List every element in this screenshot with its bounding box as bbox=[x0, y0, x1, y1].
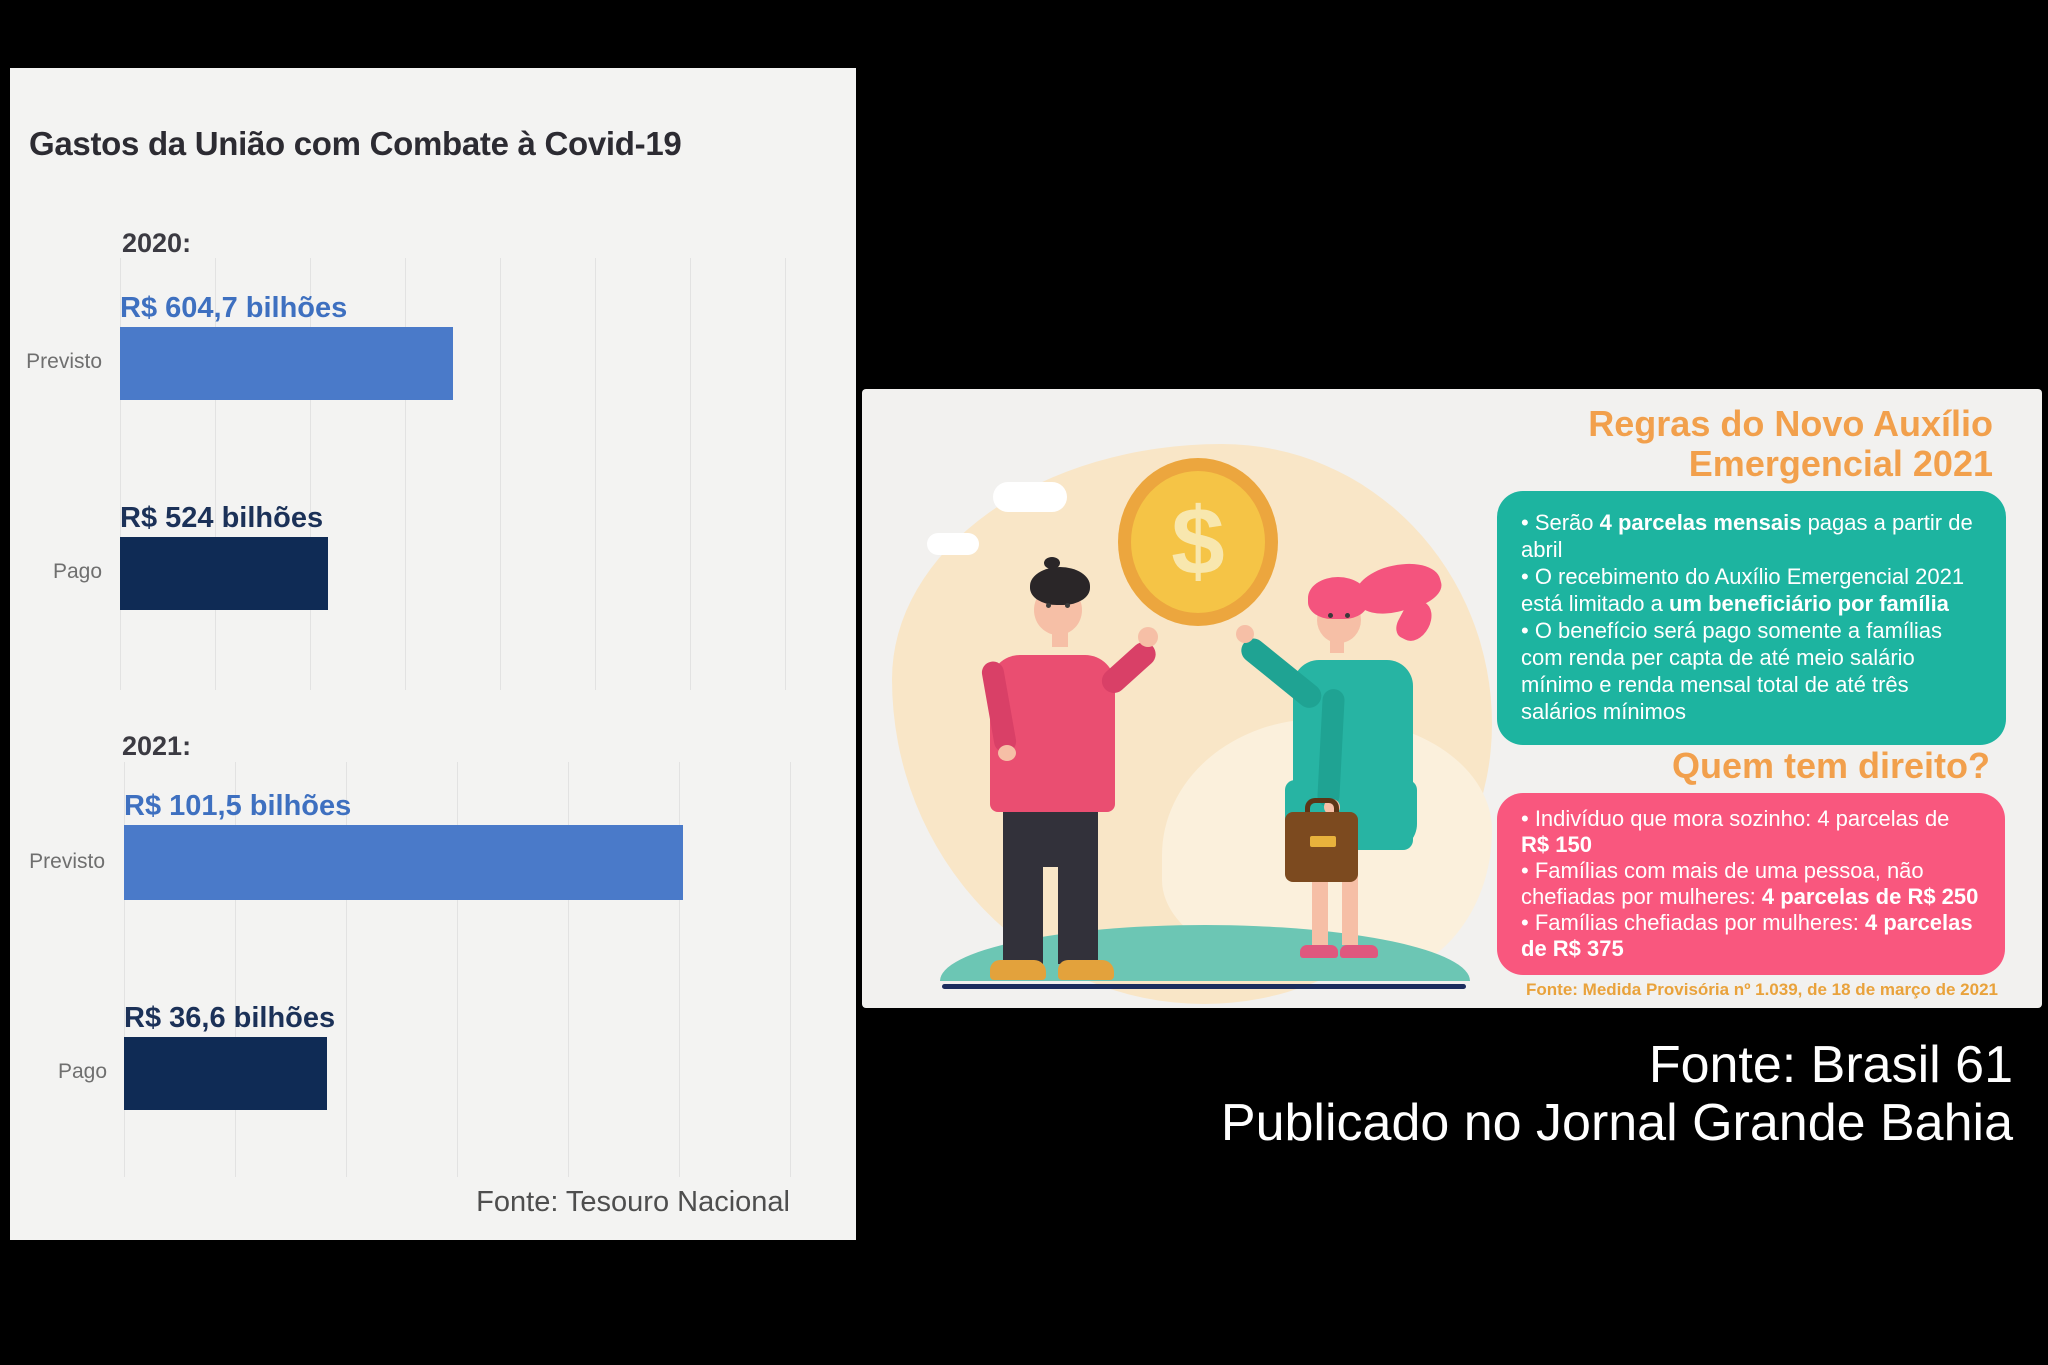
dollar-coin-face: $ bbox=[1131, 471, 1265, 613]
woman-shoe bbox=[1340, 945, 1378, 958]
bar-2021-previsto bbox=[124, 825, 683, 900]
value-label-2021-previsto: R$ 101,5 bilhões bbox=[124, 790, 352, 822]
woman-shoe bbox=[1300, 945, 1338, 958]
man-shoe bbox=[990, 960, 1046, 980]
value-label-2020-pago: R$ 524 bilhões bbox=[120, 502, 324, 534]
briefcase-icon bbox=[1285, 812, 1358, 882]
bar-2020-pago bbox=[120, 537, 328, 610]
man-leg bbox=[1003, 859, 1043, 964]
infographic-source-note: Fonte: Medida Provisória nº 1.039, de 18… bbox=[1526, 980, 1998, 999]
chart-title: Gastos da União com Combate à Covid-19 bbox=[29, 125, 682, 162]
bar-2021-pago bbox=[124, 1037, 327, 1110]
publication-credit: Fonte: Brasil 61 Publicado no Jornal Gra… bbox=[1221, 1036, 2013, 1152]
man-eye bbox=[1046, 603, 1051, 608]
infographic-title: Regras do Novo Auxílio Emergencial 2021 bbox=[1588, 403, 1993, 485]
cloud-icon bbox=[927, 533, 979, 555]
dollar-coin-icon: $ bbox=[1118, 458, 1278, 626]
category-label-2020-previsto: Previsto bbox=[26, 350, 102, 373]
man-leg bbox=[1058, 859, 1098, 964]
year-label-2021: 2021: bbox=[122, 731, 192, 761]
credit-line-publisher: Publicado no Jornal Grande Bahia bbox=[1220, 1094, 2013, 1152]
woman-hair bbox=[1308, 577, 1368, 619]
value-label-2021-pago: R$ 36,6 bilhões bbox=[124, 1002, 336, 1034]
dollar-sign-icon: $ bbox=[1171, 488, 1225, 595]
bar-2020-previsto bbox=[120, 327, 453, 400]
credit-line-source: Fonte: Brasil 61 bbox=[1648, 1036, 2013, 1094]
man-shoe bbox=[1058, 960, 1114, 980]
rules-box: • Serão 4 parcelas mensais pagas a parti… bbox=[1497, 491, 2006, 745]
category-label-2021-previsto: Previsto bbox=[29, 850, 105, 873]
value-label-2020-previsto: R$ 604,7 bilhões bbox=[120, 292, 348, 324]
auxilio-emergencial-infographic: $ bbox=[862, 389, 2042, 1008]
woman-eye bbox=[1328, 613, 1333, 618]
eligibility-box: • Indivíduo que mora sozinho: 4 parcelas… bbox=[1497, 793, 2005, 975]
woman-hand bbox=[1236, 625, 1254, 643]
woman-eye bbox=[1345, 613, 1350, 618]
chart-source-note: Fonte: Tesouro Nacional bbox=[476, 1186, 790, 1218]
category-label-2021-pago: Pago bbox=[57, 1060, 107, 1083]
category-label-2020-pago: Pago bbox=[52, 560, 102, 583]
man-hand bbox=[1138, 627, 1158, 647]
briefcase-buckle bbox=[1310, 836, 1336, 847]
man-hair-tuft bbox=[1044, 557, 1060, 569]
cloud-icon bbox=[993, 482, 1067, 512]
briefcase-handle bbox=[1305, 798, 1339, 820]
man-pants bbox=[1003, 812, 1098, 867]
eligibility-title: Quem tem direito? bbox=[1671, 745, 1990, 786]
covid-spending-chart-panel: Gastos da União com Combate à Covid-19 2… bbox=[10, 68, 856, 1240]
ground-line bbox=[942, 984, 1466, 989]
man-neck bbox=[1052, 631, 1068, 647]
year-label-2020: 2020: bbox=[122, 228, 192, 258]
man-hip-hand bbox=[998, 745, 1016, 761]
man-eye bbox=[1065, 603, 1070, 608]
man-hair bbox=[1030, 567, 1090, 605]
